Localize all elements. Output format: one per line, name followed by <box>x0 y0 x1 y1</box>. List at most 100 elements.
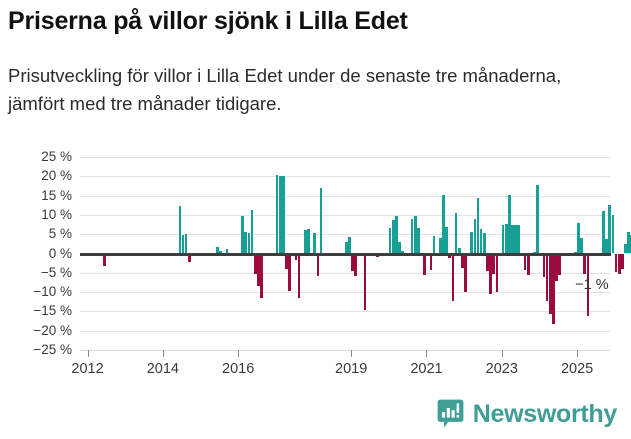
bar <box>470 232 474 254</box>
bar <box>216 247 219 254</box>
bar-chart-bubble-icon <box>437 399 464 429</box>
x-axis-label: 2012 <box>71 361 104 377</box>
bar <box>297 253 301 298</box>
bar <box>586 253 590 317</box>
bar <box>429 253 433 270</box>
bar <box>219 251 222 254</box>
bar <box>278 175 282 254</box>
y-axis-label: 15 % <box>41 187 72 203</box>
bar <box>260 253 263 299</box>
bar <box>432 236 436 254</box>
y-axis-labels: 25 % 20 % 15 % 10 % 5 % 0 % −5 % −10 % −15 % −20 … <box>0 150 72 357</box>
bar <box>417 228 420 254</box>
bar <box>501 224 505 254</box>
x-axis-tick <box>577 350 579 357</box>
bar <box>479 229 483 254</box>
bar <box>304 230 307 254</box>
bar <box>583 253 587 274</box>
bar <box>439 238 442 254</box>
bar <box>624 244 627 254</box>
bar <box>103 253 106 266</box>
x-axis-label: 2019 <box>335 361 368 377</box>
y-axis-label: 0 % <box>48 245 72 261</box>
last-value-label: −1 % <box>575 277 609 294</box>
bar <box>495 253 499 292</box>
bar <box>241 216 244 254</box>
gridline <box>80 195 611 197</box>
bar <box>445 227 448 254</box>
bar <box>552 253 555 325</box>
bar <box>294 253 298 261</box>
bar <box>225 248 229 254</box>
y-axis-label: −20 % <box>33 322 72 338</box>
gridline <box>80 214 611 216</box>
bar <box>354 253 357 276</box>
bar <box>181 234 185 254</box>
bar <box>555 253 558 282</box>
bar <box>319 187 323 254</box>
bar <box>316 253 320 276</box>
bar <box>401 250 405 254</box>
bar <box>275 174 279 254</box>
y-axis-label: 20 % <box>41 168 72 184</box>
gridline <box>80 234 611 236</box>
bar <box>363 253 367 310</box>
y-axis-label: 10 % <box>41 206 72 222</box>
bar <box>504 224 508 254</box>
gridline <box>80 157 611 158</box>
bar <box>448 253 452 258</box>
x-axis-tick <box>238 350 240 357</box>
x-axis-line <box>80 350 611 351</box>
bar <box>492 253 496 275</box>
gridline <box>80 292 611 294</box>
bar <box>486 253 489 272</box>
page-title: Priserna på villor sjönk i Lilla Edet <box>8 7 408 35</box>
x-axis-tick <box>351 350 353 357</box>
bar <box>611 214 615 254</box>
y-axis-label: −15 % <box>33 303 72 319</box>
plot-area: −1 % <box>80 157 631 351</box>
x-axis-label: 2025 <box>560 361 594 377</box>
bar <box>457 248 461 254</box>
bar-series <box>80 157 631 350</box>
bar <box>464 253 467 292</box>
bar <box>451 253 455 302</box>
gridline <box>80 176 611 178</box>
x-axis: 2012 2014 2016 2019 2021 2023 2025 <box>71 350 611 390</box>
bar <box>473 218 477 254</box>
newsworthy-logo: Newsworthy <box>437 399 617 429</box>
bar <box>247 232 251 254</box>
gridline <box>80 272 611 274</box>
zero-baseline <box>80 252 611 256</box>
bar <box>617 253 621 275</box>
y-axis-label: −25 % <box>33 342 72 357</box>
x-axis-label: 2021 <box>410 361 443 377</box>
bar <box>577 222 580 254</box>
bar <box>514 224 517 254</box>
bar <box>391 219 395 254</box>
bar <box>460 253 464 269</box>
x-axis-tick <box>501 350 503 357</box>
bar <box>536 184 539 254</box>
x-axis-tick <box>87 350 89 357</box>
bar <box>178 206 182 254</box>
bar <box>614 253 618 273</box>
bar <box>517 224 521 254</box>
bar <box>548 253 552 314</box>
bar <box>621 253 624 269</box>
bar <box>285 253 288 269</box>
x-axis-label: 2016 <box>222 361 255 377</box>
bar <box>605 238 608 254</box>
gridline <box>80 330 611 332</box>
bar <box>344 241 348 254</box>
bar <box>423 253 426 276</box>
x-axis-tick <box>426 350 428 357</box>
bar <box>454 212 458 254</box>
bar <box>388 228 392 254</box>
bar <box>482 233 486 254</box>
bar <box>253 253 257 274</box>
gridline <box>80 311 611 313</box>
brand-name: Newsworthy <box>472 399 618 428</box>
x-axis-label: 2014 <box>146 361 179 377</box>
